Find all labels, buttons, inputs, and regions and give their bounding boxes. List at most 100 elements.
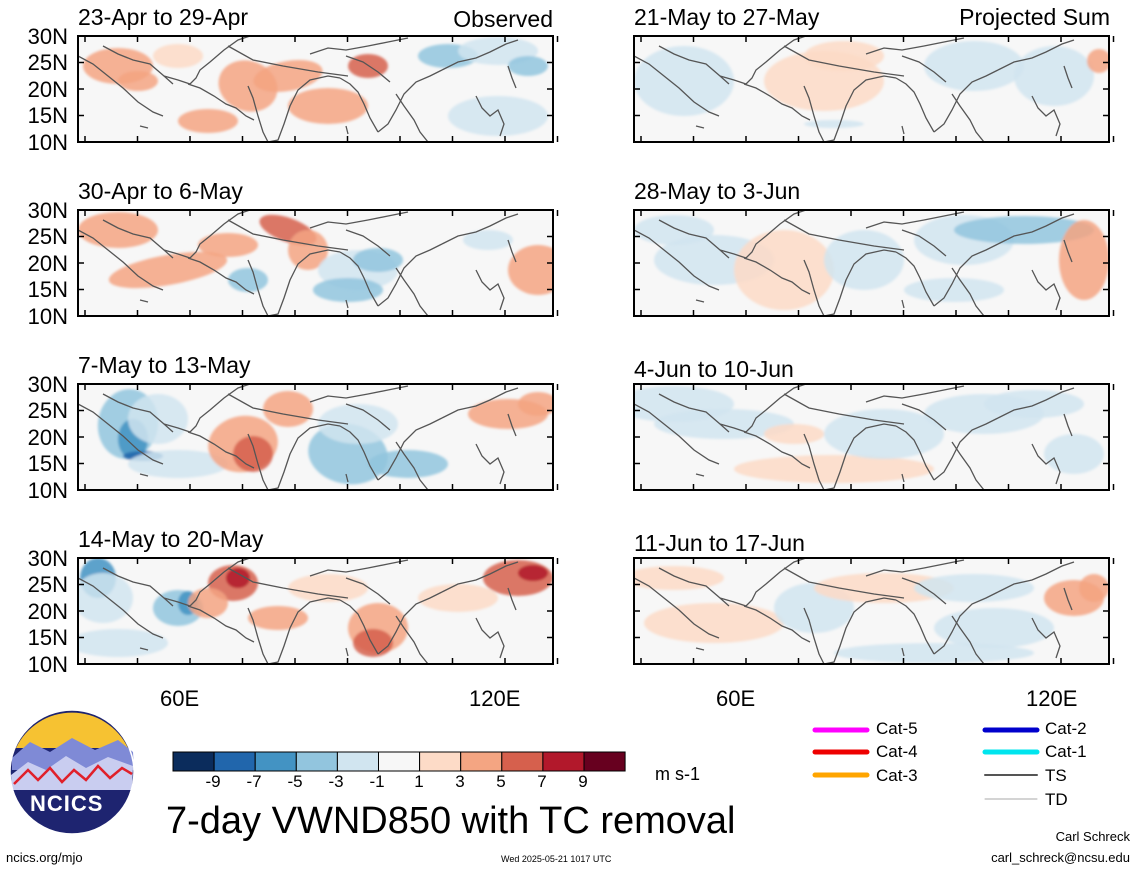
colorbar-tick: -9 — [205, 772, 221, 791]
logo-sun — [16, 712, 128, 748]
anomaly-contour — [824, 230, 904, 290]
lat-label: 25N — [27, 224, 68, 249]
colorbar-swatch — [254, 751, 297, 772]
logo-ring — [9, 709, 135, 835]
anomaly-contour — [248, 606, 308, 630]
legend-label-cat-1: Cat-1 — [1045, 742, 1087, 761]
map-panel — [633, 209, 1115, 317]
anomaly-contour — [78, 629, 168, 657]
colorbar-swatch — [172, 751, 215, 772]
panel-corner-label-projected: Projected Sum — [959, 4, 1110, 30]
anomaly-contour — [78, 212, 158, 248]
colorbar — [172, 751, 626, 772]
colorbar-tick: 9 — [578, 772, 588, 791]
anomaly-contour — [226, 568, 250, 588]
lat-label: 20N — [27, 425, 68, 450]
legend-label-ts: TS — [1045, 766, 1067, 785]
lat-label: 30N — [27, 546, 68, 571]
lat-label: 25N — [27, 572, 68, 597]
anomaly-contour — [814, 573, 954, 603]
map-panel — [77, 557, 559, 665]
colorbar-swatch — [336, 751, 379, 772]
panel-title-5: 21-May to 27-May — [634, 4, 820, 30]
panel-corner-label-observed: Observed — [453, 6, 553, 32]
lat-label: 10N — [27, 478, 68, 503]
anomaly-contour — [654, 409, 794, 439]
anomaly-contour — [353, 629, 393, 657]
anomaly-contour — [418, 584, 498, 612]
colorbar-swatch — [378, 751, 421, 772]
lat-label: 30N — [27, 198, 68, 223]
anomaly-field — [634, 215, 1109, 310]
anomaly-contour — [1079, 574, 1109, 602]
anomaly-contour — [188, 588, 228, 618]
map-panel — [77, 209, 559, 317]
anomaly-contour — [824, 409, 944, 459]
anomaly-contour — [904, 278, 1004, 302]
footer-timestamp: Wed 2025-05-21 1017 UTC — [501, 854, 612, 864]
panel-title-2: 30-Apr to 6-May — [78, 178, 243, 204]
lon-label-60e-left: 60E — [160, 686, 200, 711]
anomaly-contour — [934, 608, 1054, 648]
legend-label-cat-5: Cat-5 — [876, 719, 918, 738]
anomaly-contour — [178, 109, 238, 133]
footer-email: carl_schreck@ncsu.edu — [991, 850, 1130, 865]
map-panel — [77, 35, 559, 143]
anomaly-contour — [1044, 434, 1104, 474]
anomaly-contour — [263, 391, 313, 427]
colorbar-swatch — [542, 751, 585, 772]
anomaly-contour — [288, 574, 368, 602]
lon-label-60e-right: 60E — [716, 686, 756, 711]
colorbar-tick: 5 — [496, 772, 506, 791]
colorbar-swatch — [583, 751, 626, 772]
anomaly-contour — [448, 96, 548, 136]
anomaly-contour — [233, 436, 273, 472]
lat-label: 10N — [27, 652, 68, 677]
panel-title-8: 11-Jun to 17-Jun — [634, 530, 805, 556]
map-panel — [77, 383, 559, 491]
colorbar-tick: -7 — [246, 772, 262, 791]
colorbar-units: m s-1 — [655, 764, 700, 784]
anomaly-contour — [353, 248, 403, 272]
colorbar-tick: -5 — [287, 772, 303, 791]
colorbar-swatch — [213, 751, 256, 772]
legend-label-cat-4: Cat-4 — [876, 742, 918, 761]
ncics-logo — [9, 709, 135, 835]
colorbar-swatch — [460, 751, 503, 772]
anomaly-contour — [368, 450, 448, 478]
track-legend-lines — [812, 727, 1040, 800]
lat-label: 10N — [27, 304, 68, 329]
anomaly-contour — [1059, 220, 1109, 300]
anomaly-contour — [914, 574, 1034, 602]
anomaly-contour — [228, 268, 268, 292]
panel-title-4: 14-May to 20-May — [78, 526, 264, 552]
lat-label: 30N — [27, 24, 68, 49]
panel-title-1: 23-Apr to 29-Apr — [78, 4, 249, 30]
lat-label: 15N — [27, 277, 68, 302]
map-panel — [633, 383, 1115, 491]
anomaly-contour — [518, 565, 548, 581]
anomaly-contour — [954, 216, 1094, 244]
map-panel — [633, 557, 1115, 665]
figure-title: 7-day VWND850 with TC removal — [166, 800, 736, 842]
anomaly-contour — [634, 46, 734, 116]
footer-author: Carl Schreck — [1055, 829, 1130, 844]
lat-label: 25N — [27, 50, 68, 75]
anomaly-contour — [644, 603, 784, 643]
anomaly-field — [97, 389, 553, 485]
lat-label: 20N — [27, 599, 68, 624]
anomaly-contour — [288, 88, 368, 124]
anomaly-contour — [804, 120, 864, 128]
anomaly-contour — [734, 455, 934, 483]
anomaly-contour — [518, 392, 553, 416]
anomaly-contour — [128, 450, 228, 478]
map-panel — [633, 35, 1115, 143]
lat-label: 15N — [27, 103, 68, 128]
footer-url: ncics.org/mjo — [6, 850, 83, 865]
colorbar-tick: -1 — [369, 772, 385, 791]
lat-label: 25N — [27, 398, 68, 423]
legend-label-cat-2: Cat-2 — [1045, 719, 1087, 738]
colorbar-tick: -3 — [328, 772, 344, 791]
panel-title-6: 28-May to 3-Jun — [634, 178, 801, 204]
